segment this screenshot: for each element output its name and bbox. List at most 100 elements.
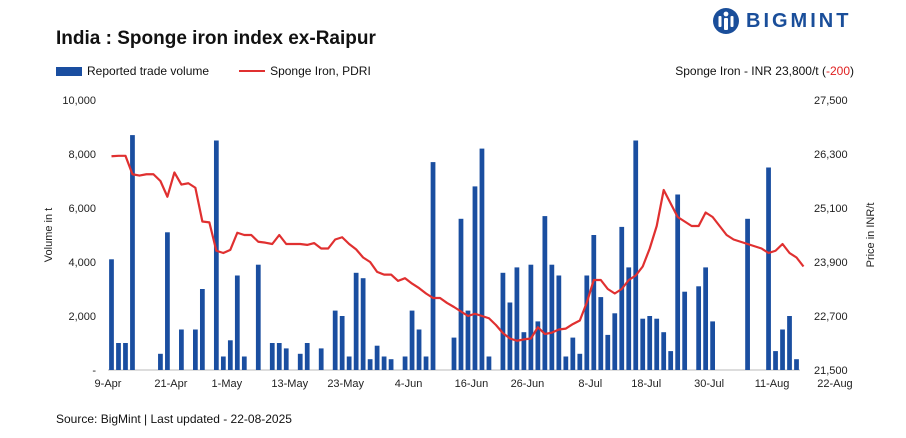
volume-bar <box>416 329 422 370</box>
volume-bar <box>360 278 366 370</box>
chart-title: India : Sponge iron index ex-Raipur <box>56 28 376 49</box>
y2-tick-label: 21,500 <box>814 365 848 377</box>
volume-bar <box>577 353 583 370</box>
x-tick-label: 23-May <box>327 378 364 390</box>
volume-bar <box>703 267 709 370</box>
volume-bar <box>619 226 625 370</box>
volume-bar <box>283 348 289 370</box>
y-tick-label: 8,000 <box>68 149 96 161</box>
volume-bar <box>346 356 352 370</box>
volume-bar <box>409 310 415 370</box>
volume-bar <box>458 218 464 370</box>
volume-bar <box>367 359 373 370</box>
volume-bar <box>612 313 618 370</box>
volume-bar <box>269 343 275 370</box>
volume-bar <box>423 356 429 370</box>
volume-bar <box>123 343 128 370</box>
price-note-suffix: ) <box>850 64 854 78</box>
legend-label-volume: Reported trade volume <box>87 64 210 78</box>
volume-bar <box>381 356 387 370</box>
volume-bar <box>780 329 785 370</box>
volume-bar <box>430 162 436 370</box>
volume-bar <box>598 297 604 370</box>
price-line <box>111 154 805 342</box>
volume-bar <box>591 235 597 370</box>
volume-bar <box>165 232 170 370</box>
volume-bar <box>787 316 792 370</box>
volume-bar <box>158 353 163 370</box>
volume-bar <box>675 194 681 370</box>
legend-swatch-line <box>239 70 266 72</box>
volume-bar <box>668 351 674 370</box>
volume-bar <box>213 140 219 370</box>
y-tick-label: 2,000 <box>68 311 96 323</box>
y2-tick-label: 26,300 <box>814 149 848 161</box>
legend-label-price: Sponge Iron, PDRI <box>270 64 371 78</box>
volume-bar <box>528 264 534 370</box>
x-tick-label: 8-Jul <box>578 378 602 390</box>
legend-item-price: Sponge Iron, PDRI <box>239 64 371 78</box>
volume-bar <box>472 186 478 370</box>
x-tick-label: 11-Aug <box>755 378 790 390</box>
volume-bar <box>507 302 513 370</box>
chart-legend: Reported trade volume Sponge Iron, PDRI <box>56 64 401 78</box>
volume-bar <box>626 267 632 370</box>
volume-bar <box>640 318 646 370</box>
volume-bar <box>479 148 485 370</box>
x-tick-label: 26-Jun <box>511 378 545 390</box>
x-tick-label: 30-Jul <box>694 378 724 390</box>
volume-bar <box>549 264 555 370</box>
volume-bar <box>794 359 799 370</box>
price-change: -200 <box>825 64 850 78</box>
volume-bar <box>388 359 394 370</box>
legend-item-volume: Reported trade volume <box>56 64 209 78</box>
volume-bar <box>542 216 548 370</box>
volume-bar <box>116 343 121 370</box>
y-axis-title: Volume in t <box>43 208 55 262</box>
volume-bar <box>696 286 702 370</box>
y-tick-label: 4,000 <box>68 257 96 269</box>
legend-swatch-bar <box>56 66 82 76</box>
y2-tick-label: 27,500 <box>814 95 848 107</box>
volume-bar <box>402 356 408 370</box>
y2-tick-label: 23,900 <box>814 257 848 269</box>
volume-bar <box>241 356 247 370</box>
y2-tick-label: 22,700 <box>814 311 848 323</box>
volume-bar <box>130 135 135 370</box>
volume-bar <box>710 321 715 370</box>
volume-bar <box>304 343 310 370</box>
volume-bar <box>227 340 233 370</box>
y-tick-label: 6,000 <box>68 203 96 215</box>
volume-bar <box>193 329 198 370</box>
volume-bar <box>605 334 611 370</box>
bigmint-logo-icon <box>713 8 739 34</box>
volume-bar <box>374 345 380 370</box>
volume-bar <box>179 329 184 370</box>
volume-bar <box>353 272 359 370</box>
volume-bar <box>318 348 324 370</box>
volume-bar <box>766 167 771 370</box>
volume-bar <box>451 337 457 370</box>
volume-bar <box>521 332 527 370</box>
volume-bar <box>276 343 282 370</box>
volume-bar <box>570 337 576 370</box>
source-note: Source: BigMint | Last updated - 22-08-2… <box>56 412 292 426</box>
x-tick-label: 9-Apr <box>95 378 122 390</box>
y2-tick-label: 25,100 <box>814 203 848 215</box>
volume-bar <box>199 289 205 370</box>
volume-bar <box>535 321 541 370</box>
volume-bar <box>255 264 261 370</box>
y-tick-label: - <box>92 365 96 377</box>
volume-bar <box>234 275 240 370</box>
volume-bar <box>584 275 590 370</box>
x-tick-label: 18-Jul <box>631 378 661 390</box>
volume-bar <box>682 291 688 370</box>
logo-text: BIGMINT <box>746 9 852 32</box>
volume-bar <box>654 318 660 370</box>
y-tick-label: 10,000 <box>62 95 96 107</box>
x-tick-label: 1-May <box>212 378 243 390</box>
x-tick-label: 22-Aug <box>817 378 852 390</box>
x-tick-label: 21-Apr <box>154 378 187 390</box>
x-tick-label: 13-May <box>271 378 308 390</box>
